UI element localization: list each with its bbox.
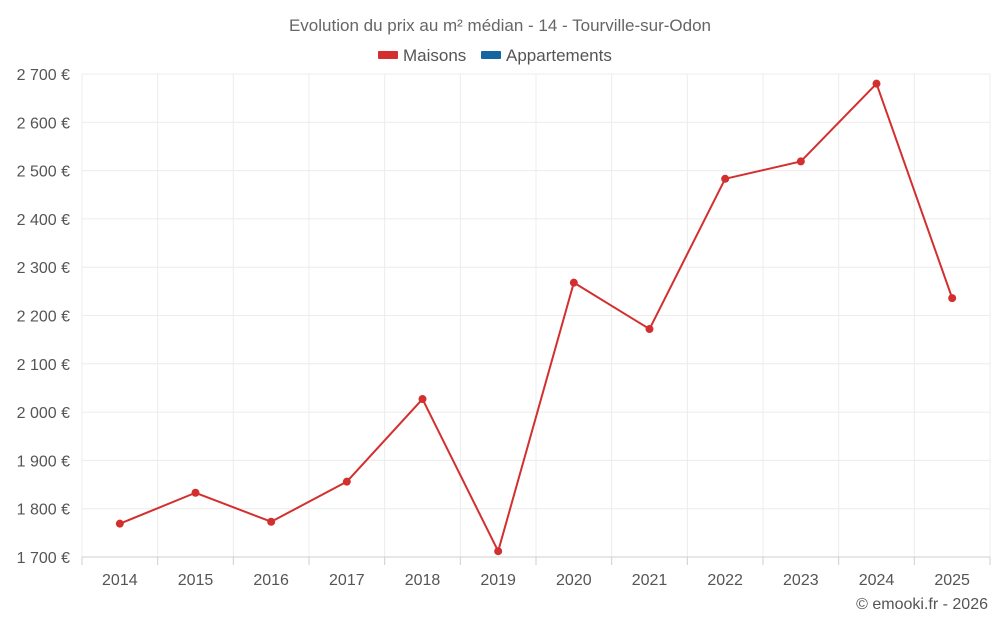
y-axis: 1 700 € 1 800 € 1 900 € 2 000 € 2 100 € 2 200… bbox=[17, 67, 70, 567]
legend-label-appartements: Appartements bbox=[506, 46, 612, 65]
data-point-maisons-2021[interactable] bbox=[645, 325, 654, 334]
data-point-maisons-2023[interactable] bbox=[796, 157, 805, 166]
legend-swatch-appartements bbox=[481, 51, 501, 59]
data-point-maisons-2017[interactable] bbox=[342, 477, 351, 486]
x-tick-label: 2019 bbox=[480, 572, 516, 589]
x-tick-label: 2022 bbox=[707, 572, 743, 589]
legend: Maisons Appartements bbox=[378, 46, 612, 65]
data-point-maisons-2022[interactable] bbox=[721, 174, 730, 183]
data-point-maisons-2018[interactable] bbox=[418, 395, 427, 404]
y-tick-label: 2 600 € bbox=[17, 115, 70, 132]
legend-label-maisons: Maisons bbox=[403, 46, 466, 65]
y-tick-label: 1 900 € bbox=[17, 453, 70, 470]
x-tick-label: 2016 bbox=[253, 572, 289, 589]
x-tick-label: 2023 bbox=[783, 572, 819, 589]
x-tick-label: 2021 bbox=[632, 572, 668, 589]
legend-item-maisons[interactable]: Maisons bbox=[378, 46, 466, 65]
y-tick-label: 2 100 € bbox=[17, 357, 70, 374]
data-point-maisons-2014[interactable] bbox=[115, 519, 124, 528]
y-tick-label: 2 300 € bbox=[17, 260, 70, 277]
y-tick-label: 1 700 € bbox=[17, 550, 70, 567]
x-tick-label: 2024 bbox=[859, 572, 895, 589]
y-tick-label: 2 000 € bbox=[17, 405, 70, 422]
y-tick-label: 2 500 € bbox=[17, 164, 70, 181]
x-axis: 2014 2015 2016 2017 2018 2019 2020 2021 2022 2023… bbox=[81, 556, 991, 589]
x-tick-label: 2015 bbox=[178, 572, 214, 589]
x-tick-label: 2018 bbox=[405, 572, 441, 589]
credit-text: © emooki.fr - 2026 bbox=[856, 596, 988, 613]
data-point-maisons-2024[interactable] bbox=[872, 79, 881, 88]
data-point-maisons-2019[interactable] bbox=[494, 547, 503, 556]
grid bbox=[81, 73, 991, 557]
data-point-maisons-2025[interactable] bbox=[948, 294, 957, 303]
x-tick-label: 2020 bbox=[556, 572, 592, 589]
legend-swatch-maisons bbox=[378, 51, 398, 59]
chart-title: Evolution du prix au m² médian - 14 - To… bbox=[289, 16, 711, 35]
x-tick-label: 2014 bbox=[102, 572, 138, 589]
y-tick-label: 2 400 € bbox=[17, 212, 70, 229]
x-tick-label: 2025 bbox=[934, 572, 970, 589]
series-line-maisons bbox=[119, 82, 954, 553]
y-tick-label: 1 800 € bbox=[17, 502, 70, 519]
legend-item-appartements[interactable]: Appartements bbox=[481, 46, 612, 65]
y-tick-label: 2 700 € bbox=[17, 67, 70, 84]
series-maisons bbox=[115, 79, 957, 556]
y-tick-label: 2 200 € bbox=[17, 309, 70, 326]
x-tick-label: 2017 bbox=[329, 572, 365, 589]
data-point-maisons-2016[interactable] bbox=[267, 517, 276, 526]
data-point-maisons-2020[interactable] bbox=[569, 278, 578, 287]
data-point-maisons-2015[interactable] bbox=[191, 488, 200, 497]
